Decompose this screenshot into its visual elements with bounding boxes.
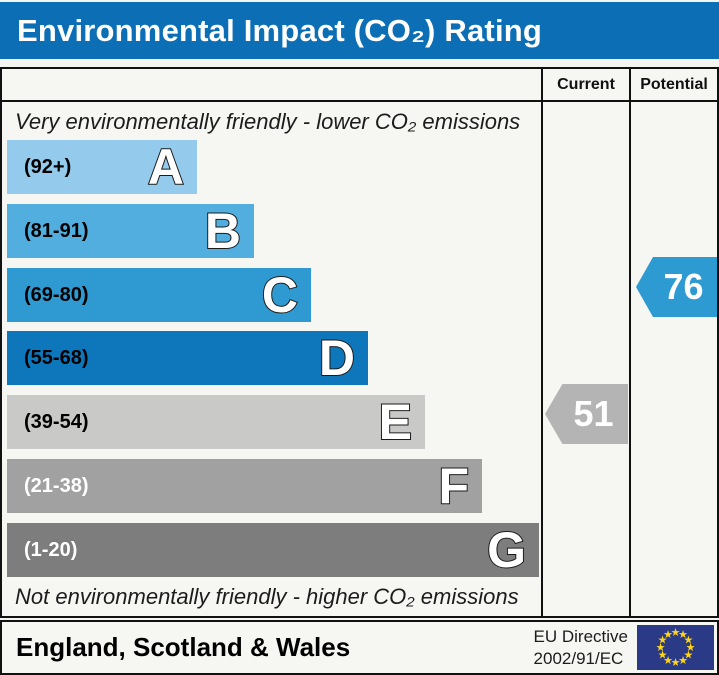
band-range-label: (21-38) bbox=[24, 474, 89, 497]
rating-table: Current Potential Very environmentally f… bbox=[0, 67, 719, 618]
potential-column-header: Potential bbox=[640, 75, 708, 93]
eu-flag-icon: ★ ★ ★ ★ ★ ★ ★ ★ ★ ★ ★ ★ bbox=[637, 625, 714, 670]
band-letter: F bbox=[437, 458, 470, 514]
chart-title-bar: Environmental Impact (CO₂) Rating bbox=[0, 2, 719, 59]
band-letter: B bbox=[204, 203, 242, 259]
current-column-header: Current bbox=[557, 75, 615, 93]
table-header: Current Potential bbox=[2, 69, 717, 102]
band-letter: A bbox=[147, 139, 185, 195]
band-range-label: (92+) bbox=[24, 155, 72, 178]
caption-top: Very environmentally friendly - lower CO… bbox=[15, 109, 521, 134]
rating-band: (81-91) B bbox=[7, 203, 254, 259]
rating-band: (39-54) E bbox=[7, 394, 425, 450]
band-letter: D bbox=[318, 330, 356, 386]
eu-directive-label: EU Directive 2002/91/EC bbox=[534, 626, 637, 669]
rating-band: (1-20) G bbox=[7, 522, 539, 578]
band-letter: G bbox=[486, 522, 527, 578]
eu-directive-line2: 2002/91/EC bbox=[533, 648, 624, 668]
potential-rating-value: 76 bbox=[663, 266, 704, 307]
band-range-label: (39-54) bbox=[24, 410, 89, 433]
region-label: England, Scotland & Wales bbox=[16, 632, 351, 662]
table-body: Very environmentally friendly - lower CO… bbox=[2, 102, 717, 616]
band-letter: C bbox=[261, 267, 299, 323]
band-range-label: (69-80) bbox=[24, 283, 89, 306]
rating-band: (92+) A bbox=[7, 139, 197, 195]
current-rating-arrow: 51 bbox=[545, 384, 628, 444]
band-range-label: (1-20) bbox=[24, 538, 78, 561]
band-range-label: (81-91) bbox=[24, 219, 89, 242]
current-rating-value: 51 bbox=[573, 393, 614, 434]
rating-band: (69-80) C bbox=[7, 267, 311, 323]
eu-directive-line1: EU Directive bbox=[533, 627, 628, 647]
caption-bottom: Not environmentally friendly - higher CO… bbox=[15, 584, 519, 609]
band-range-label: (55-68) bbox=[24, 346, 89, 369]
rating-band: (55-68) D bbox=[7, 330, 368, 386]
rating-band: (21-38) F bbox=[7, 458, 482, 514]
footer-bar: England, Scotland & Wales EU Directive 2… bbox=[0, 620, 719, 675]
potential-rating-arrow: 76 bbox=[636, 257, 717, 317]
potential-column-divider bbox=[629, 69, 631, 616]
band-letter: E bbox=[378, 394, 413, 450]
current-column-divider bbox=[541, 69, 543, 616]
chart-title: Environmental Impact (CO₂) Rating bbox=[17, 12, 543, 48]
